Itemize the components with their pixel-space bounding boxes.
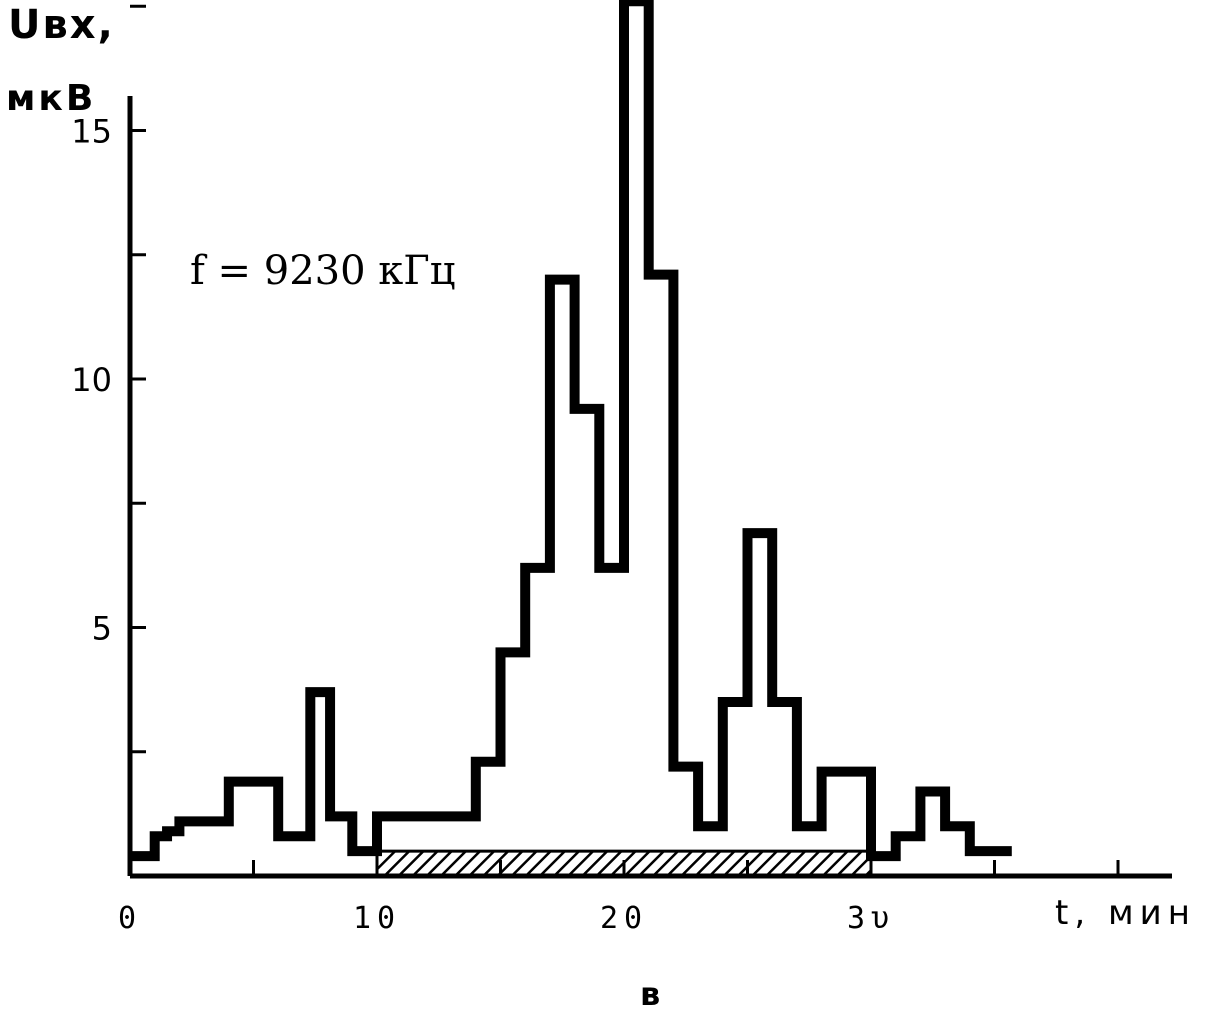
y-tick-label: 10 [71, 361, 112, 399]
panel-letter: в [640, 975, 661, 1013]
x-tick-label: 20 [600, 901, 648, 936]
x-tick-label: 0 [118, 901, 142, 936]
step-series-line [130, 0, 1012, 862]
x-axis-label: t, мин [1055, 893, 1196, 933]
y-axis-label: Uвх, [8, 2, 115, 48]
y-tick-label: 5 [92, 610, 112, 648]
x-tick-label: 10 [353, 901, 401, 936]
y-tick-label: 15 [71, 113, 112, 151]
y-axis-unit-label: мкВ [6, 78, 97, 119]
x-tick-label: 3υ [847, 901, 895, 936]
frequency-annotation: f = 9230 кГц [190, 248, 456, 294]
